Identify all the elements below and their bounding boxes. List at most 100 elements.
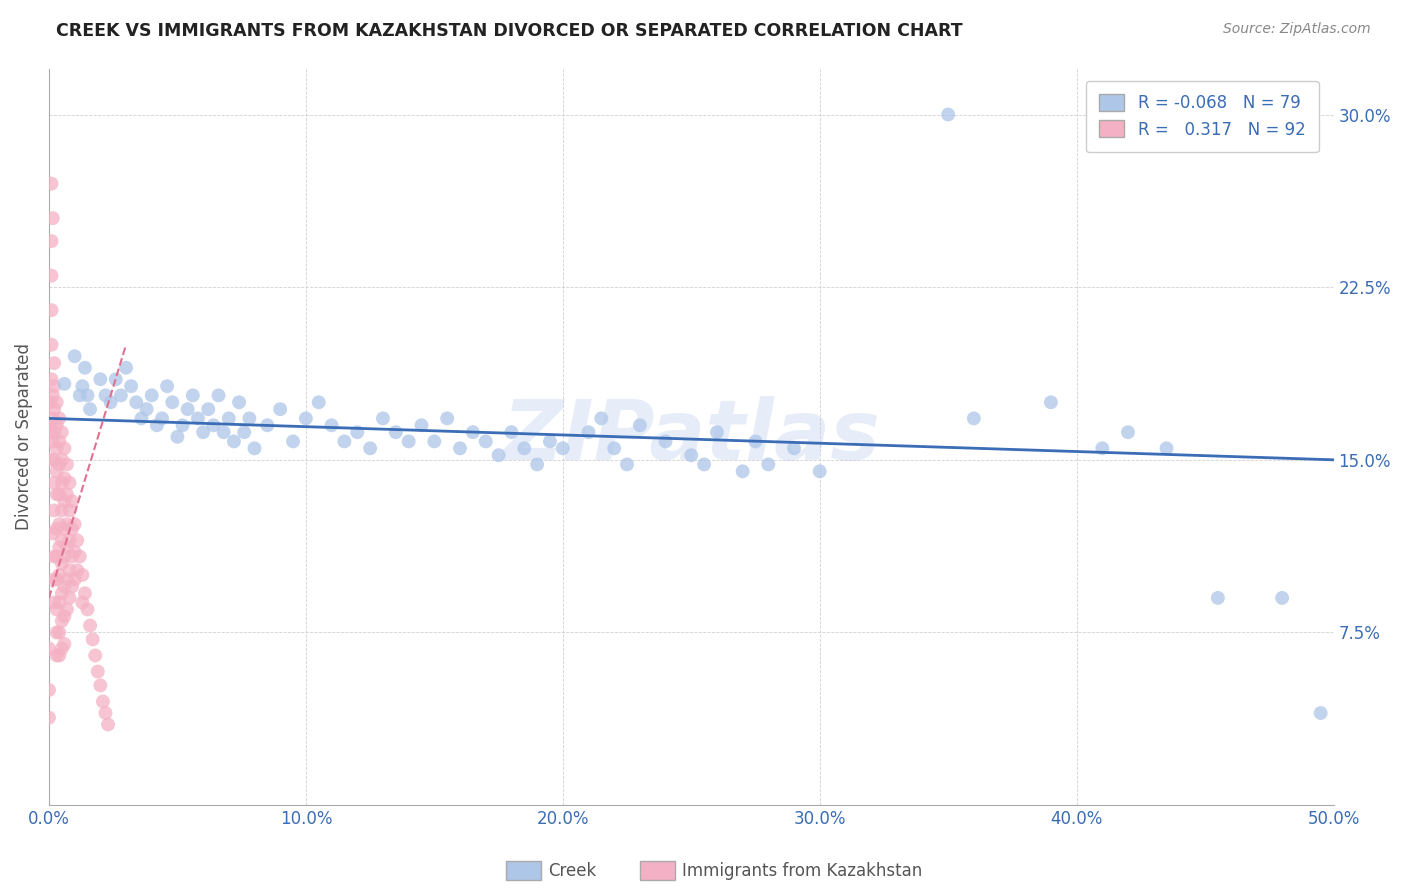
Point: [51, 503, 73, 517]
Point: [69, 388, 91, 402]
Point: [42, 475, 65, 490]
Point: [42, 434, 65, 449]
Point: [591, 411, 613, 425]
Point: [45, 418, 67, 433]
Point: [125, 395, 148, 409]
Point: [141, 388, 163, 402]
Point: [39, 418, 62, 433]
Point: [48, 411, 70, 425]
Point: [936, 107, 959, 121]
Point: [66, 533, 89, 548]
Point: [56, 458, 79, 472]
Point: [295, 411, 318, 425]
Point: [1271, 591, 1294, 605]
Point: [73, 586, 96, 600]
Point: [42, 356, 65, 370]
Point: [1206, 591, 1229, 605]
Point: [60, 549, 83, 564]
Y-axis label: Divorced or Separated: Divorced or Separated: [15, 343, 32, 531]
Point: [45, 648, 67, 663]
Point: [423, 434, 446, 449]
Point: [385, 425, 408, 440]
Point: [48, 625, 70, 640]
Point: [41, 425, 63, 440]
Point: [41, 268, 63, 283]
Point: [42, 388, 65, 402]
Point: [56, 541, 79, 555]
Point: [94, 706, 117, 720]
Point: [42, 402, 65, 417]
Point: [45, 522, 67, 536]
Point: [72, 568, 94, 582]
Point: [808, 464, 831, 478]
Point: [39, 452, 62, 467]
Point: [72, 595, 94, 609]
Point: [53, 376, 76, 391]
Point: [48, 648, 70, 663]
Point: [53, 471, 76, 485]
Point: [53, 442, 76, 456]
Point: [146, 418, 169, 433]
Point: [94, 388, 117, 402]
Point: [551, 442, 574, 456]
Point: [177, 402, 200, 417]
Point: [538, 434, 561, 449]
Point: [42, 549, 65, 564]
Point: [150, 411, 173, 425]
Point: [51, 425, 73, 440]
Point: [104, 372, 127, 386]
Point: [197, 402, 219, 417]
Point: [172, 418, 194, 433]
Point: [321, 418, 343, 433]
Point: [756, 458, 779, 472]
Point: [45, 395, 67, 409]
Point: [436, 411, 458, 425]
Point: [53, 579, 76, 593]
Point: [91, 694, 114, 708]
Point: [654, 434, 676, 449]
Point: [228, 395, 250, 409]
Point: [48, 487, 70, 501]
Point: [474, 434, 496, 449]
Point: [45, 464, 67, 478]
Point: [628, 418, 651, 433]
Point: [333, 434, 356, 449]
Point: [53, 522, 76, 536]
Point: [63, 545, 86, 559]
Point: [45, 625, 67, 640]
Point: [1309, 706, 1331, 720]
Point: [66, 563, 89, 577]
Point: [359, 442, 381, 456]
Point: [79, 402, 101, 417]
Point: [488, 448, 510, 462]
Point: [79, 618, 101, 632]
Point: [97, 717, 120, 731]
Point: [603, 442, 626, 456]
Point: [1091, 442, 1114, 456]
Point: [731, 464, 754, 478]
Point: [120, 379, 142, 393]
Point: [191, 425, 214, 440]
Point: [501, 425, 523, 440]
Point: [243, 442, 266, 456]
Point: [56, 487, 79, 501]
Point: [181, 388, 204, 402]
Point: [45, 602, 67, 616]
Point: [281, 434, 304, 449]
Point: [238, 411, 260, 425]
Point: [398, 434, 420, 449]
Point: [693, 458, 716, 472]
Point: [51, 452, 73, 467]
Point: [783, 442, 806, 456]
Point: [38, 683, 60, 698]
Point: [187, 411, 209, 425]
Point: [48, 517, 70, 532]
Point: [449, 442, 471, 456]
Point: [135, 402, 157, 417]
Point: [89, 372, 111, 386]
Point: [1116, 425, 1139, 440]
Point: [45, 487, 67, 501]
Point: [51, 586, 73, 600]
Point: [51, 533, 73, 548]
Point: [60, 494, 83, 508]
